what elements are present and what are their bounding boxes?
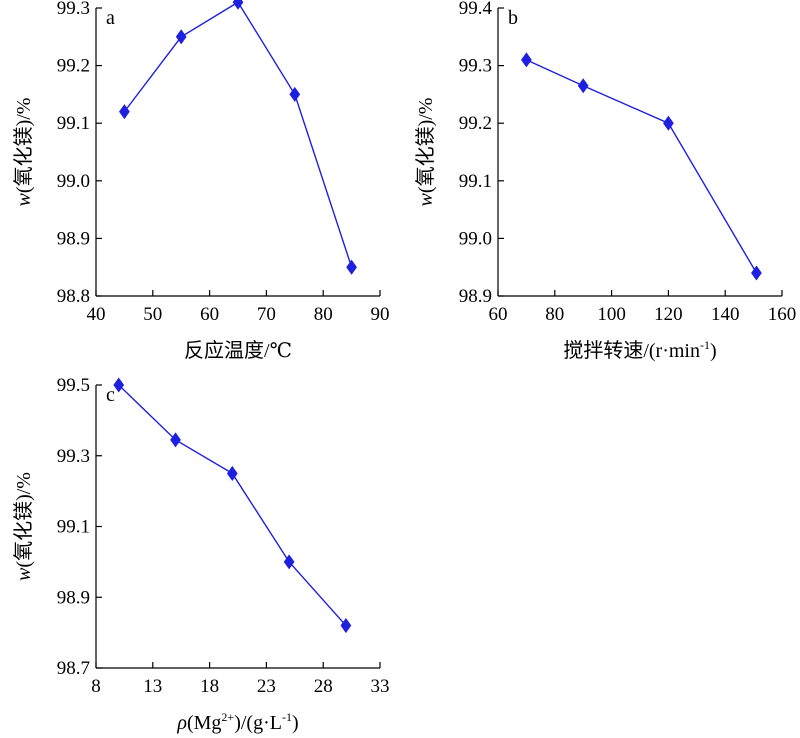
chart-c: 8 13 18 23 28 33 98.7 98.9 99.1 99.3 99.5 c ρ(Mg2+… <box>12 375 390 734</box>
x-label-superscript-2: -1 <box>282 710 292 724</box>
x-tick-label: 50 <box>143 304 162 325</box>
x-tick-label: 80 <box>545 304 564 325</box>
y-label-text: (氧化镁)/% <box>414 98 437 194</box>
x-label-superscript: 2+ <box>221 710 234 724</box>
y-tick-label: 99.0 <box>57 171 90 192</box>
data-point <box>175 29 187 45</box>
y-tick-label: 98.8 <box>57 286 90 307</box>
y-tick-label: 99.3 <box>459 56 492 77</box>
data-point <box>119 104 130 120</box>
data-point <box>340 618 352 634</box>
y-tick-label: 99.2 <box>57 56 90 77</box>
x-label-text: (Mg <box>187 712 221 734</box>
x-label-superscript: -1 <box>700 338 710 352</box>
panel-label-b: b <box>508 7 518 29</box>
x-tick-label: 70 <box>257 304 276 325</box>
x-tick-label: 60 <box>489 304 508 325</box>
x-tick-label: 90 <box>371 304 390 325</box>
x-tick-label: 100 <box>597 304 626 325</box>
y-axis-label-b: w(氧化镁)/% <box>414 98 437 207</box>
x-tick-label: 40 <box>87 304 106 325</box>
y-label-symbol: w <box>13 192 35 206</box>
x-axis-label-b: 搅拌转速/(r·min-1) <box>563 338 716 362</box>
data-point <box>577 78 589 94</box>
data-point <box>521 52 532 68</box>
y-axis-label-c: w(氧化镁)/% <box>12 472 35 581</box>
data-point <box>751 265 762 281</box>
series-line-b <box>526 59 758 274</box>
panel-label-a: a <box>106 7 115 29</box>
panel-label-c: c <box>106 384 115 406</box>
x-label-text-end-2: ) <box>292 712 299 734</box>
y-label-symbol: w <box>13 567 35 581</box>
chart-a: 40 50 60 70 80 90 98.8 98.9 99.0 99.1 99.2 99.3 a 反… <box>12 0 390 362</box>
y-tick-label: 99.4 <box>459 0 493 19</box>
x-tick-label: 60 <box>200 304 219 325</box>
x-tick-label: 120 <box>654 304 683 325</box>
x-tick-label: 8 <box>91 676 101 697</box>
x-tick-label: 160 <box>768 304 797 325</box>
y-label-text: (氧化镁)/% <box>12 98 35 194</box>
y-tick-label: 99.1 <box>57 517 90 538</box>
y-tick-label: 99.3 <box>57 0 90 19</box>
x-tick-label: 140 <box>711 304 740 325</box>
y-tick-label: 99.1 <box>57 113 90 134</box>
data-point <box>283 554 295 570</box>
y-tick-label: 99.5 <box>57 375 90 396</box>
x-label-text-end: ) <box>710 340 717 362</box>
x-tick-label: 80 <box>314 304 333 325</box>
data-point <box>289 86 301 102</box>
data-point <box>113 377 125 393</box>
y-tick-label: 98.9 <box>57 587 90 608</box>
y-tick-label: 99.2 <box>459 113 492 134</box>
x-axis-label-a: 反应温度/℃ <box>184 339 292 362</box>
y-tick-label: 99.1 <box>459 171 492 192</box>
series-line-a <box>123 1 353 268</box>
x-tick-label: 18 <box>200 676 219 697</box>
y-label-symbol: w <box>415 192 437 206</box>
x-axis-label-c: ρ(Mg2+)/(g·L-1) <box>176 710 298 734</box>
x-label-symbol: ρ <box>176 712 187 734</box>
y-tick-label: 99.0 <box>459 228 492 249</box>
x-label-text: 反应温度/℃ <box>184 339 292 362</box>
data-point <box>346 259 357 275</box>
x-tick-label: 23 <box>257 676 276 697</box>
chart-b: 60 80 100 120 140 160 98.9 99.0 99.1 99.2 99.3 99.4… <box>414 0 796 362</box>
x-tick-label: 13 <box>143 676 162 697</box>
y-tick-label: 99.3 <box>57 446 90 467</box>
y-tick-label: 98.9 <box>459 286 492 307</box>
y-tick-label: 98.7 <box>57 658 90 679</box>
data-point <box>170 432 181 448</box>
x-label-text: 搅拌转速/(r·min <box>563 339 700 362</box>
x-tick-label: 28 <box>314 676 333 697</box>
y-axis-label-a: w(氧化镁)/% <box>12 98 35 207</box>
x-label-text-end: )/(g·L <box>234 712 282 734</box>
data-point <box>232 0 244 10</box>
x-tick-label: 33 <box>371 676 390 697</box>
data-point <box>663 115 674 131</box>
series-line-c <box>118 384 347 627</box>
y-tick-label: 98.9 <box>57 228 90 249</box>
data-point <box>226 465 238 481</box>
y-label-text: (氧化镁)/% <box>12 472 35 568</box>
